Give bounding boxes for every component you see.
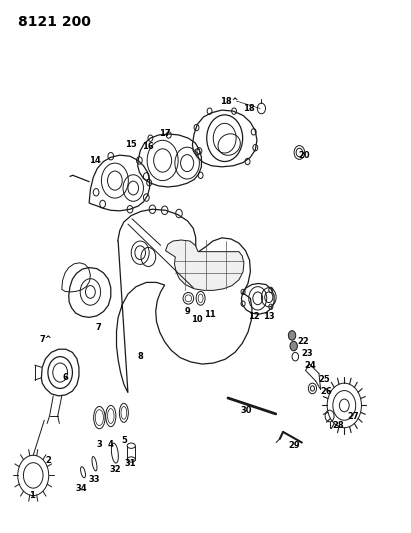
Text: 16: 16 <box>143 142 154 151</box>
Circle shape <box>289 330 296 340</box>
Text: 6: 6 <box>63 373 69 382</box>
Text: 29: 29 <box>289 441 300 450</box>
Circle shape <box>290 341 297 351</box>
Text: 17: 17 <box>159 130 171 139</box>
Text: 15: 15 <box>125 140 137 149</box>
Text: 18: 18 <box>242 104 254 113</box>
Text: 32: 32 <box>109 465 121 473</box>
Text: 9: 9 <box>184 307 190 316</box>
Text: 23: 23 <box>301 349 312 358</box>
Text: 2: 2 <box>45 456 51 465</box>
Text: 4: 4 <box>108 440 114 449</box>
Polygon shape <box>166 240 244 290</box>
Text: 13: 13 <box>263 312 275 321</box>
Text: 30: 30 <box>240 406 252 415</box>
Text: 25: 25 <box>318 375 330 384</box>
Text: 26: 26 <box>320 387 332 396</box>
Text: 10: 10 <box>192 315 203 324</box>
Text: 34: 34 <box>75 483 87 492</box>
Text: 1: 1 <box>29 491 35 500</box>
Text: 18^: 18^ <box>220 96 238 106</box>
Text: 11: 11 <box>204 310 215 319</box>
Text: 8: 8 <box>137 352 143 361</box>
Text: 20: 20 <box>298 151 310 160</box>
Text: 27: 27 <box>347 411 359 421</box>
Text: 22: 22 <box>298 337 309 346</box>
Text: 28: 28 <box>332 421 344 430</box>
Text: 33: 33 <box>89 475 100 484</box>
Text: 7: 7 <box>95 323 101 332</box>
Text: 31: 31 <box>124 459 136 469</box>
Text: 3: 3 <box>97 440 102 449</box>
Text: 14: 14 <box>90 156 101 165</box>
Text: 12: 12 <box>248 312 259 321</box>
Text: 5: 5 <box>121 436 127 445</box>
Text: 24: 24 <box>304 361 316 369</box>
Text: 7^: 7^ <box>40 335 53 344</box>
Text: 8121 200: 8121 200 <box>18 14 90 29</box>
